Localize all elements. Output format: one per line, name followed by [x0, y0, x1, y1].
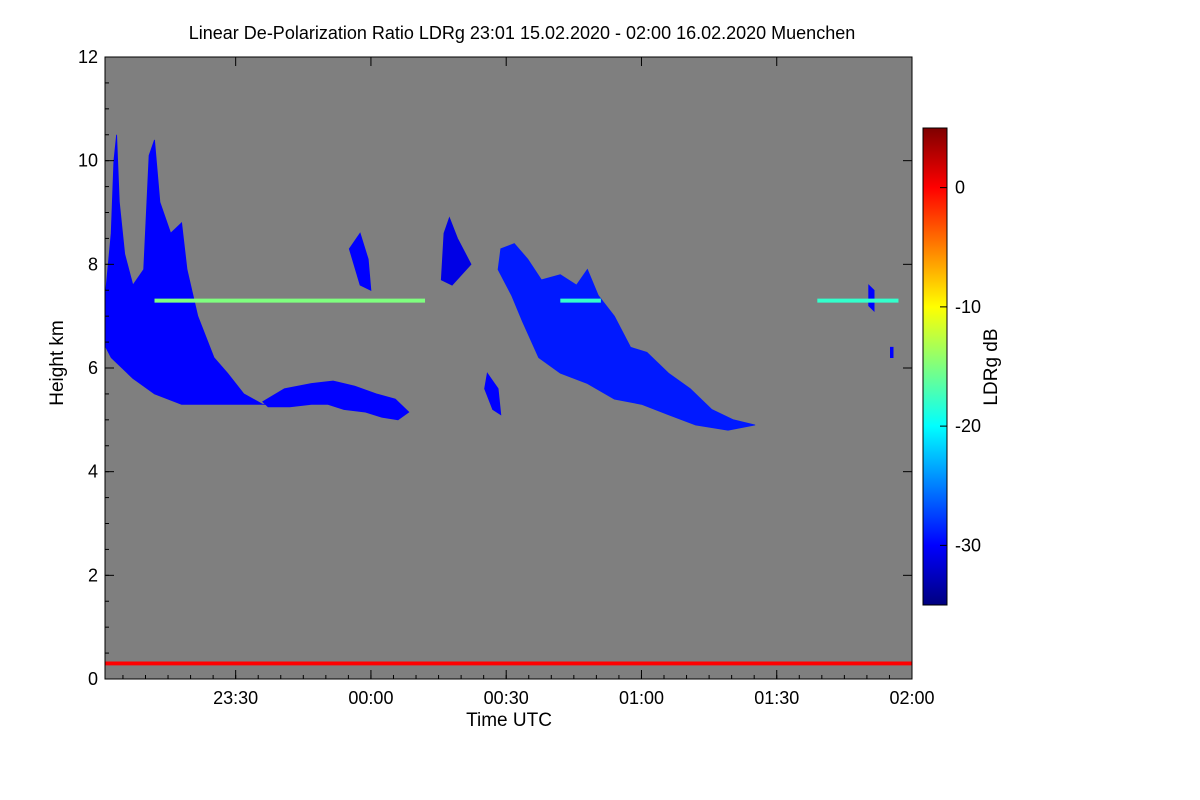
y-tick-label: 2: [88, 565, 98, 585]
small-cloud-1: [440, 216, 472, 286]
mid-level-layer-1: [262, 380, 410, 421]
small-cloud-3: [348, 232, 372, 291]
ldr-data-layers: [105, 134, 913, 666]
colorbar-tick-label: -10: [955, 297, 981, 317]
colorbar-tick-label: -30: [955, 535, 981, 555]
small-cloud-4: [868, 284, 875, 312]
x-axis-label: Time UTC: [466, 710, 552, 731]
small-cloud-2: [484, 372, 502, 416]
y-tick-label: 10: [78, 151, 98, 171]
y-tick-label: 0: [88, 669, 98, 689]
x-tick-label: 23:30: [213, 688, 258, 708]
x-tick-label: 01:30: [754, 688, 799, 708]
x-tick-label: 00:00: [348, 688, 393, 708]
y-tick-label: 6: [88, 358, 98, 378]
y-tick-label: 8: [88, 254, 98, 274]
colorbar-tick-label: -20: [955, 416, 981, 436]
plot-area: [105, 57, 912, 679]
cloud-1: [497, 243, 756, 431]
x-tick-label: 01:00: [619, 688, 664, 708]
colorbar-label: LDRg dB: [981, 328, 1002, 405]
cloud-base-band: [105, 661, 913, 666]
y-tick-label: 4: [88, 462, 98, 482]
y-axis-label: Height km: [47, 320, 68, 406]
colorbar: [922, 127, 948, 606]
chart-title: Linear De-Polarization Ratio LDRg 23:01 …: [189, 23, 855, 43]
x-axis: 23:30 00:00 00:30 01:00 01:30 02:00: [122, 57, 935, 708]
small-cloud-5: [890, 346, 894, 359]
y-axis: 0 2 4 6 8 10 12: [78, 47, 912, 689]
colorbar-ticks: 0 -10 -20 -30: [940, 178, 981, 555]
y-tick-label: 12: [78, 47, 98, 67]
x-tick-label: 02:00: [889, 688, 934, 708]
x-tick-label: 00:30: [484, 688, 529, 708]
colorbar-tick-label: 0: [955, 178, 965, 198]
cirrus-fallstreak-1: [105, 134, 269, 405]
